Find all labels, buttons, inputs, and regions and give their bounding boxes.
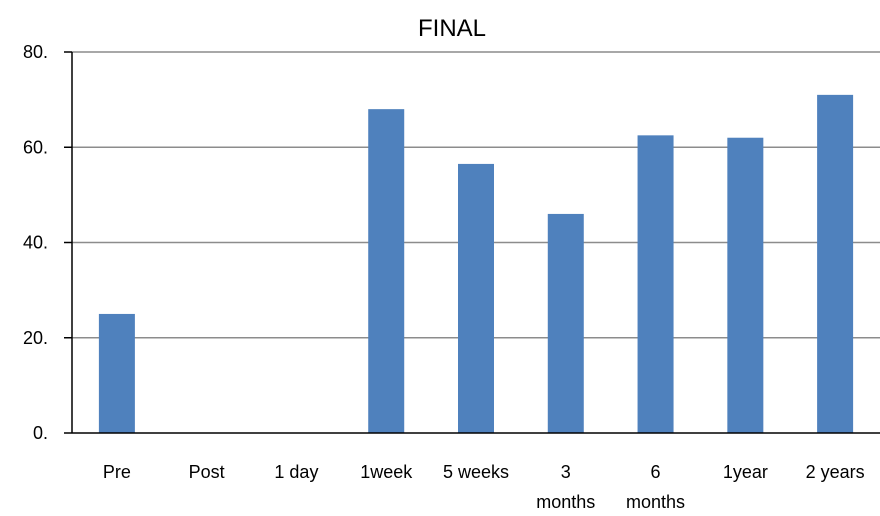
- x-tick-label: 5 weeks: [443, 462, 509, 482]
- x-tick-label-line: 6: [651, 462, 661, 482]
- x-tick-label: 2 years: [806, 462, 865, 482]
- bar: [727, 137, 764, 433]
- chart-title: FINAL: [418, 15, 486, 42]
- plot-labels: 0. 20. 40. 60. 80. Pre Post 1 day 1week 5 weeks 3 m…: [23, 42, 865, 512]
- bar: [547, 213, 584, 433]
- x-tick-label-line: months: [626, 492, 685, 512]
- y-tick-label: 40.: [23, 233, 48, 253]
- x-tick-label: 1week: [360, 462, 413, 482]
- bar: [637, 135, 674, 433]
- x-tick-label: Pre: [103, 462, 131, 482]
- x-tick-label: Post: [189, 462, 225, 482]
- x-tick-label-line: 3: [561, 462, 571, 482]
- plot-bars: [98, 94, 854, 434]
- x-tick-label-line: months: [536, 492, 595, 512]
- bar: [458, 163, 494, 433]
- plot-axis: [64, 51, 880, 434]
- y-tick-label: 60.: [23, 137, 48, 157]
- x-tick-label: 1 day: [274, 462, 318, 482]
- bar: [98, 313, 135, 433]
- bar: [817, 94, 854, 434]
- y-tick-label: 80.: [23, 42, 48, 62]
- x-tick-label: 1year: [723, 462, 768, 482]
- y-tick-label: 0.: [33, 423, 48, 443]
- x-tick-label: 6 months: [626, 462, 685, 512]
- y-tick-label: 20.: [23, 328, 48, 348]
- x-tick-label: 3 months: [536, 462, 595, 512]
- bar: [368, 109, 405, 434]
